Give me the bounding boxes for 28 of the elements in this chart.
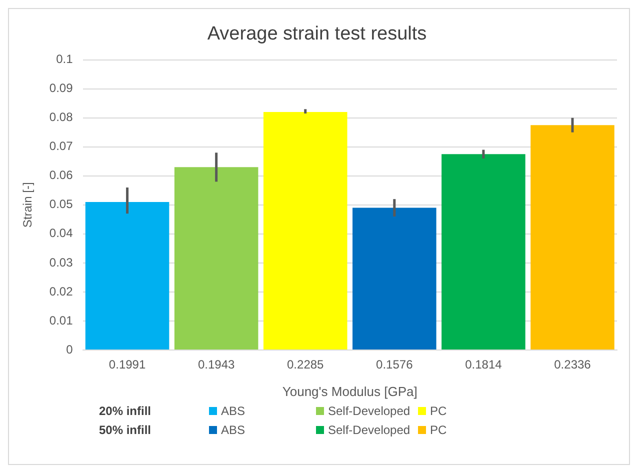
text: 20% infill: [99, 404, 152, 418]
x-tick-label: 0.2336: [554, 358, 592, 372]
y-tick-label: 0.09: [49, 81, 74, 96]
y-tick-label: 0.03: [49, 255, 74, 270]
chart-title: Average strain test results: [207, 24, 427, 45]
text: 50% infill: [99, 423, 152, 437]
legend-label: Self-Developed: [328, 404, 410, 418]
y-axis-title: Strain [-]: [20, 182, 35, 228]
y-tick-label: 0.07: [49, 139, 74, 154]
y-tick-label: 0.1: [56, 52, 74, 66]
legend-label: Self-Developed: [328, 423, 410, 437]
legend-label: ABS: [221, 404, 246, 418]
x-tick-label: 0.1814: [465, 358, 502, 372]
legend-label: PC: [430, 404, 447, 418]
legend-label: ABS: [221, 423, 246, 437]
x-tick-label: 0.1576: [376, 358, 414, 372]
y-tick-label: 0.01: [49, 313, 74, 328]
y-tick-label: 0.05: [49, 197, 74, 212]
y-tick-label: 0.02: [49, 284, 74, 298]
x-tick-label: 0.2285: [287, 358, 324, 372]
y-tick-label: 0: [66, 342, 74, 356]
y-tick-label: 0.08: [49, 110, 74, 124]
x-tick-label: 0.1991: [108, 358, 146, 372]
y-tick-label: 0.06: [49, 168, 74, 182]
y-tick-label: 0.04: [49, 226, 74, 240]
x-tick-label: 0.1943: [198, 358, 235, 372]
legend-label: PC: [430, 423, 447, 437]
x-axis-title: Young's Modulus [GPa]: [282, 384, 418, 399]
